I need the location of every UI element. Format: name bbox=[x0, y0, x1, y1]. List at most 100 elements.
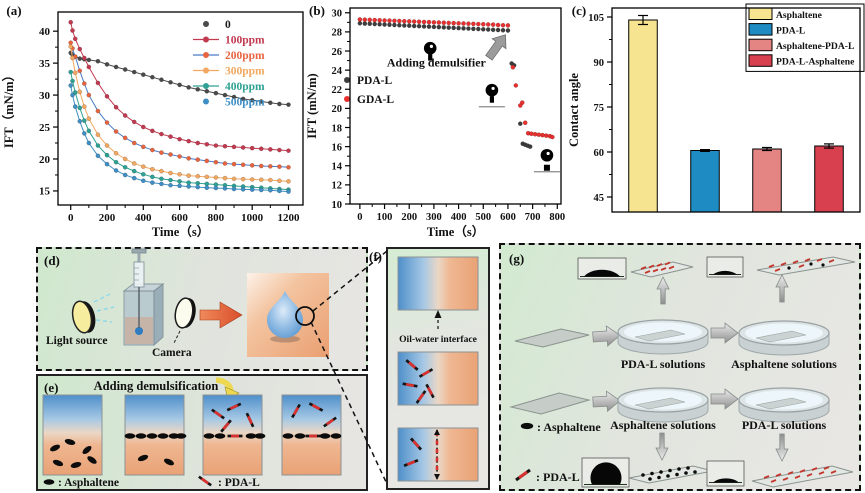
series-0 bbox=[68, 50, 291, 108]
svg-text:22: 22 bbox=[332, 85, 343, 96]
svg-text:40: 40 bbox=[39, 26, 51, 38]
svg-text:600: 600 bbox=[500, 212, 516, 223]
light-source-label: Light source bbox=[46, 335, 107, 347]
camera-label: Camera bbox=[152, 347, 192, 359]
light-rays-icon bbox=[93, 293, 115, 323]
panel-b-label: (b) bbox=[309, 3, 325, 18]
svg-text:105: 105 bbox=[588, 13, 604, 24]
coated-slide-rods-dots bbox=[756, 256, 856, 276]
coated-slide-rods-1 bbox=[630, 261, 694, 278]
cuvette-icon bbox=[122, 282, 165, 347]
panel-e-mechanism: (e) Adding demulsification bbox=[36, 374, 368, 491]
svg-text:15: 15 bbox=[39, 186, 51, 198]
y-axis-label: Contact angle bbox=[567, 73, 581, 147]
interface-cell-1 bbox=[397, 256, 479, 311]
bar-PDA-L-Asphaltene bbox=[814, 145, 844, 213]
svg-text:45: 45 bbox=[594, 193, 605, 204]
svg-text:: Asphaltene: : Asphaltene bbox=[58, 477, 119, 489]
stage-3-cell bbox=[202, 394, 266, 476]
legend-asphaltene: : Asphaltene bbox=[520, 420, 601, 434]
legend-item-GDA-L: GDA-L bbox=[344, 94, 394, 106]
petri-dish-pdal-1 bbox=[617, 319, 709, 355]
legend-pdal: : PDA-L bbox=[515, 468, 580, 484]
svg-text:400ppm: 400ppm bbox=[225, 81, 265, 93]
bar-PDA-L bbox=[690, 150, 720, 213]
contact-angle-photo-1 bbox=[577, 257, 627, 280]
bar-Asphaltene bbox=[628, 19, 658, 213]
svg-text:Asphaltene-PDA-L: Asphaltene-PDA-L bbox=[776, 41, 854, 52]
interface-pointer-arrow bbox=[434, 310, 442, 329]
legend-item-300ppm: 300ppm bbox=[193, 66, 265, 78]
result-arrow-up bbox=[775, 274, 789, 303]
legend-item-500ppm: 500ppm bbox=[203, 97, 265, 109]
camera-icon bbox=[173, 297, 196, 344]
series-500ppm bbox=[68, 83, 291, 194]
svg-text:60: 60 bbox=[594, 148, 605, 159]
pendant-drop-icon bbox=[478, 83, 505, 108]
contact-angle-bar-chart: 45 60 75 90 105 Asphaltene PDA-L Asphaltene-PDA… bbox=[567, 3, 865, 213]
dish-label-4: PDA-L solutions bbox=[742, 418, 827, 432]
legend-item-PDA-L: PDA-L bbox=[748, 23, 805, 36]
svg-text:30: 30 bbox=[332, 9, 343, 20]
svg-text:14: 14 bbox=[332, 162, 343, 173]
light-source-icon bbox=[71, 300, 96, 334]
svg-text:24: 24 bbox=[332, 66, 343, 77]
petri-dish-asphaltene-1 bbox=[738, 320, 830, 356]
svg-text:500: 500 bbox=[475, 212, 491, 223]
annotation-arrow bbox=[485, 34, 507, 61]
panel-d-label: (d) bbox=[44, 253, 60, 268]
svg-text:20: 20 bbox=[332, 104, 343, 115]
panel-f-interface: Oil-water interface bbox=[386, 247, 490, 490]
magnify-arrow-icon bbox=[199, 301, 243, 329]
svg-text:: Asphaltene: : Asphaltene bbox=[537, 420, 601, 434]
legend-item-200ppm: 200ppm bbox=[193, 50, 265, 62]
svg-text:800: 800 bbox=[549, 212, 565, 223]
panel-f-label: (f) bbox=[369, 249, 382, 264]
pendant-drop-icon bbox=[423, 41, 437, 61]
contact-angle-photo-3 bbox=[581, 457, 630, 488]
svg-text:400: 400 bbox=[135, 212, 152, 224]
svg-text:26: 26 bbox=[332, 47, 343, 58]
legend-item-400ppm: 400ppm bbox=[193, 81, 265, 93]
svg-text:400: 400 bbox=[451, 212, 467, 223]
stage-4-cell bbox=[281, 394, 342, 476]
droplet-closeup bbox=[247, 273, 329, 357]
svg-text:PDA-L: PDA-L bbox=[776, 25, 805, 36]
stage-2-cell bbox=[124, 394, 187, 476]
panel-a-label: (a) bbox=[6, 3, 21, 18]
glass-slide-row1 bbox=[514, 328, 590, 348]
panel-d-apparatus: (d) Light source bbox=[36, 247, 368, 371]
svg-text:200: 200 bbox=[99, 212, 116, 224]
panel-e-title: Adding demulsification bbox=[94, 379, 219, 393]
result-arrow-up bbox=[656, 276, 670, 305]
svg-text:PDA-L-Asphaltene: PDA-L-Asphaltene bbox=[776, 57, 855, 68]
svg-text:30: 30 bbox=[39, 90, 51, 102]
annotation-text: Adding demulsifier bbox=[387, 55, 487, 69]
svg-text:16: 16 bbox=[332, 142, 343, 153]
legend-box bbox=[745, 3, 865, 72]
svg-text:25: 25 bbox=[39, 122, 51, 134]
svg-text:18: 18 bbox=[332, 123, 343, 134]
bar-Asphaltene-PDA-L bbox=[752, 148, 782, 213]
series-200ppm bbox=[68, 40, 291, 170]
flow-arrow bbox=[710, 388, 739, 410]
panel-g-label: (g) bbox=[509, 251, 524, 266]
interface-cell-3 bbox=[397, 427, 479, 482]
svg-text:800: 800 bbox=[208, 212, 225, 224]
svg-text:12: 12 bbox=[332, 181, 343, 192]
svg-text:100ppm: 100ppm bbox=[225, 35, 265, 47]
syringe-icon bbox=[131, 248, 147, 328]
svg-text:28: 28 bbox=[332, 28, 343, 39]
svg-text:: PDA-L: : PDA-L bbox=[218, 477, 260, 489]
svg-text:1000: 1000 bbox=[241, 212, 264, 224]
flow-arrow bbox=[591, 324, 622, 348]
svg-text:200: 200 bbox=[401, 212, 417, 223]
contact-angle-photo-2 bbox=[706, 256, 744, 278]
pendant-drop-icon bbox=[533, 148, 560, 173]
svg-text:Asphaltene: Asphaltene bbox=[776, 10, 823, 21]
svg-text:75: 75 bbox=[594, 103, 605, 114]
zoom-circle-icon bbox=[295, 306, 315, 326]
legend-item-Asphaltene: Asphaltene bbox=[748, 7, 823, 21]
